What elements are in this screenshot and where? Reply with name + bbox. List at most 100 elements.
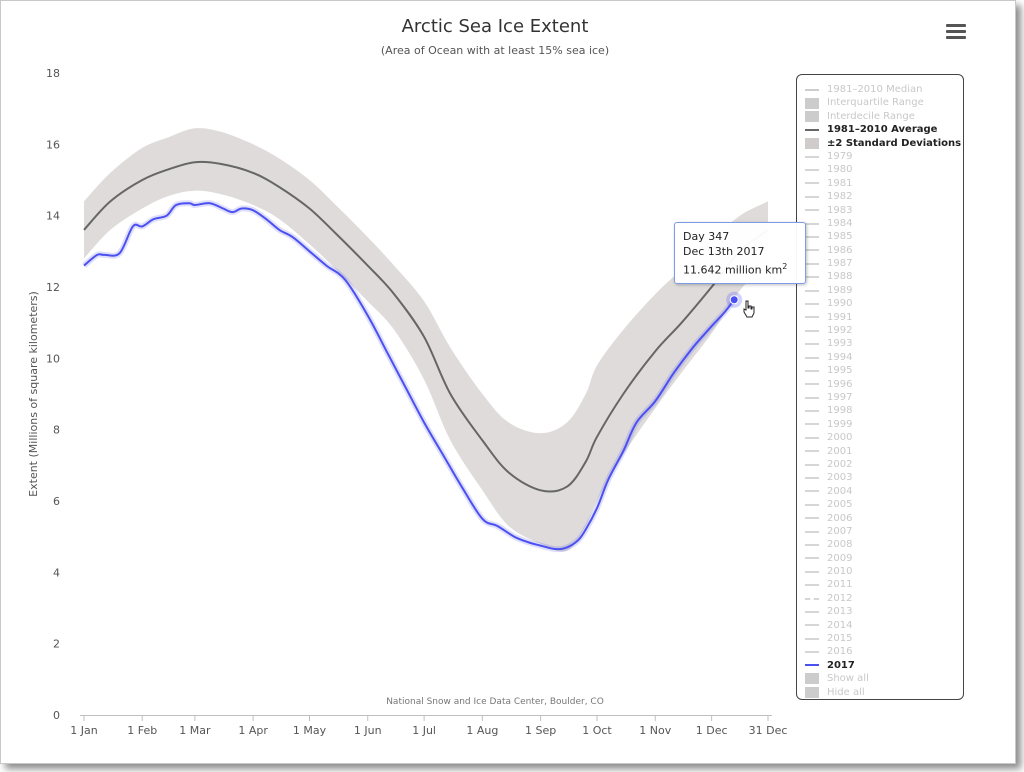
legend-item-label: 2011 bbox=[827, 579, 853, 591]
legend-item[interactable]: 2013 bbox=[805, 605, 963, 618]
legend-item[interactable]: 2009 bbox=[805, 552, 963, 565]
x-tick-label: 1 Sep bbox=[525, 724, 556, 737]
legend-item[interactable]: 2001 bbox=[805, 445, 963, 458]
legend-item-label: 1997 bbox=[827, 391, 853, 403]
legend-line-icon bbox=[805, 169, 819, 172]
legend-line-icon bbox=[805, 423, 819, 426]
average-line bbox=[83, 160, 769, 493]
legend-line-icon bbox=[805, 155, 819, 158]
legend-item[interactable]: 2004 bbox=[805, 485, 963, 498]
legend-item[interactable]: 2007 bbox=[805, 525, 963, 538]
legend-line-icon bbox=[805, 570, 819, 573]
legend-item-label: 1989 bbox=[827, 284, 853, 296]
legend-item[interactable]: 2010 bbox=[805, 565, 963, 578]
legend-item[interactable]: 1988 bbox=[805, 270, 963, 283]
legend-item[interactable]: 2012 bbox=[805, 592, 963, 605]
legend-item-label: 1988 bbox=[827, 271, 853, 283]
legend-line-icon bbox=[805, 262, 819, 265]
legend-item[interactable]: 1989 bbox=[805, 284, 963, 297]
legend-item-label: 2005 bbox=[827, 499, 853, 511]
y-tick-label: 14 bbox=[46, 210, 60, 223]
legend-item[interactable]: 2002 bbox=[805, 458, 963, 471]
legend-item[interactable]: 1979 bbox=[805, 150, 963, 163]
legend-line-icon bbox=[805, 222, 819, 225]
y-tick-label: 6 bbox=[53, 495, 60, 508]
legend-item[interactable]: 1981–2010 Average bbox=[805, 123, 963, 136]
legend-line-icon bbox=[805, 195, 819, 198]
legend-item-label: 2010 bbox=[827, 566, 853, 578]
legend-item-label: 1981–2010 Average bbox=[827, 124, 938, 136]
legend-item[interactable]: 2006 bbox=[805, 512, 963, 525]
legend-item[interactable]: 2000 bbox=[805, 431, 963, 444]
tooltip-value-text: 11.642 million km bbox=[683, 263, 783, 277]
x-tick-label: 1 Nov bbox=[639, 724, 671, 737]
legend-item-label: 2017 bbox=[827, 659, 855, 671]
legend-line-icon bbox=[805, 276, 819, 279]
legend-item[interactable]: 2015 bbox=[805, 632, 963, 645]
legend-item-label: 2013 bbox=[827, 606, 853, 618]
legend-item-label: 2009 bbox=[827, 552, 853, 564]
legend-item[interactable]: 2011 bbox=[805, 578, 963, 591]
legend-item[interactable]: Hide all bbox=[805, 686, 963, 699]
legend-item[interactable]: 1997 bbox=[805, 391, 963, 404]
legend-box-icon bbox=[805, 97, 819, 109]
legend-item-label: 2004 bbox=[827, 485, 853, 497]
menu-icon[interactable] bbox=[946, 24, 966, 40]
y-tick-label: 12 bbox=[46, 281, 60, 294]
legend-item[interactable]: 1982 bbox=[805, 190, 963, 203]
legend-item[interactable]: 1981–2010 Median bbox=[805, 83, 963, 96]
x-tick-label: 1 Apr bbox=[238, 724, 268, 737]
y-tick-label: 10 bbox=[46, 352, 60, 365]
legend-item-label: 1986 bbox=[827, 244, 853, 256]
legend-item[interactable]: 1987 bbox=[805, 257, 963, 270]
legend-item[interactable]: 1992 bbox=[805, 324, 963, 337]
legend-item[interactable]: 1980 bbox=[805, 163, 963, 176]
legend-item-label: 1996 bbox=[827, 378, 853, 390]
legend-item[interactable]: 1986 bbox=[805, 244, 963, 257]
legend-item-label: 2002 bbox=[827, 458, 853, 470]
legend-item-label: 1987 bbox=[827, 258, 853, 270]
legend-item[interactable]: 1995 bbox=[805, 364, 963, 377]
legend-item-label: 1992 bbox=[827, 325, 853, 337]
legend-item[interactable]: 1998 bbox=[805, 404, 963, 417]
legend-line-icon bbox=[805, 88, 819, 91]
legend-item[interactable]: 1985 bbox=[805, 230, 963, 243]
legend-item-label: Show all bbox=[827, 673, 869, 685]
legend-line-icon bbox=[805, 356, 819, 359]
legend-item[interactable]: Show all bbox=[805, 672, 963, 685]
legend-item[interactable]: 1990 bbox=[805, 297, 963, 310]
legend-item[interactable]: 2017 bbox=[805, 659, 963, 672]
legend-item[interactable]: Interdecile Range bbox=[805, 110, 963, 123]
legend-item[interactable]: 1984 bbox=[805, 217, 963, 230]
x-tick-label: 1 Jul bbox=[412, 724, 436, 737]
legend-line-icon bbox=[805, 624, 819, 627]
legend-item[interactable]: 1981 bbox=[805, 177, 963, 190]
legend-item[interactable]: 2003 bbox=[805, 471, 963, 484]
legend-item-label: 1993 bbox=[827, 338, 853, 350]
legend-item[interactable]: Interquartile Range bbox=[805, 96, 963, 109]
legend-item[interactable]: 2005 bbox=[805, 498, 963, 511]
legend-item[interactable]: 2016 bbox=[805, 645, 963, 658]
legend-line-icon bbox=[805, 637, 819, 640]
legend-item[interactable]: 2008 bbox=[805, 538, 963, 551]
legend-item[interactable]: 1999 bbox=[805, 418, 963, 431]
legend-item-label: 2008 bbox=[827, 539, 853, 551]
x-tick-label: 1 Mar bbox=[179, 724, 211, 737]
legend-item[interactable]: 1991 bbox=[805, 311, 963, 324]
legend-item[interactable]: ±2 Standard Deviations bbox=[805, 137, 963, 150]
x-tick-label: 1 Jan bbox=[70, 724, 97, 737]
tooltip-day: Day 347 bbox=[683, 230, 730, 243]
tooltip-value-sup: 2 bbox=[782, 262, 788, 271]
legend-item[interactable]: 1996 bbox=[805, 378, 963, 391]
legend-item[interactable]: 2014 bbox=[805, 619, 963, 632]
legend-item-label: 1999 bbox=[827, 418, 853, 430]
x-tick-label: 1 Feb bbox=[127, 724, 157, 737]
legend-item-label: 2014 bbox=[827, 619, 853, 631]
y-tick-label: 0 bbox=[53, 709, 60, 722]
legend-item[interactable]: 1994 bbox=[805, 351, 963, 364]
legend-item[interactable]: 1993 bbox=[805, 337, 963, 350]
legend-item[interactable]: 1983 bbox=[805, 204, 963, 217]
legend-item-label: 1998 bbox=[827, 405, 853, 417]
legend-box-icon bbox=[805, 137, 819, 149]
legend-line-icon bbox=[805, 249, 819, 252]
